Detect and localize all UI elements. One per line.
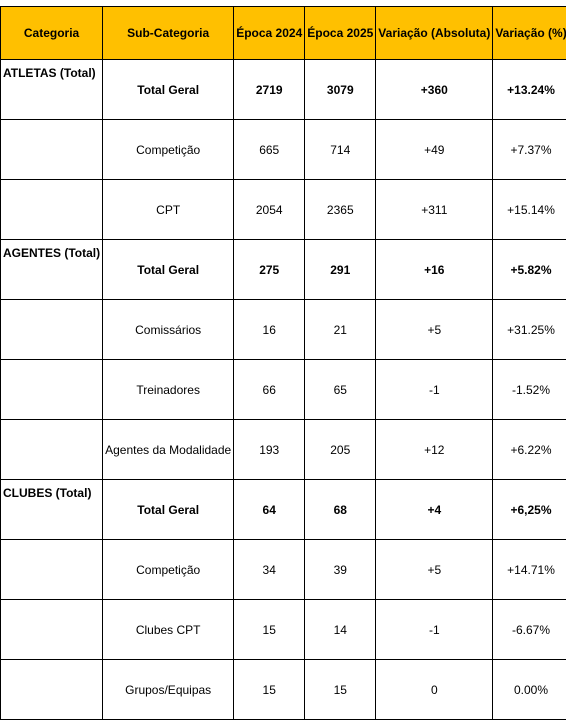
cell-epoca-2024: 193 (234, 420, 305, 480)
cell-categoria (1, 660, 103, 720)
cell-sub-categoria: Comissários (103, 300, 234, 360)
header-variacao-pct: Variação (%) (493, 7, 566, 60)
cell-epoca-2024: 16 (234, 300, 305, 360)
cell-categoria: ATLETAS (Total) (1, 60, 103, 120)
header-epoca-2025: Época 2025 (305, 7, 376, 60)
cell-epoca-2024: 2054 (234, 180, 305, 240)
cell-sub-categoria: Agentes da Modalidade (103, 420, 234, 480)
cell-variacao-absoluta: +16 (376, 240, 493, 300)
cell-sub-categoria: Clubes CPT (103, 600, 234, 660)
cell-epoca-2025: 21 (305, 300, 376, 360)
cell-variacao-absoluta: +4 (376, 480, 493, 540)
cell-variacao-absoluta: +12 (376, 420, 493, 480)
cell-epoca-2024: 34 (234, 540, 305, 600)
cell-epoca-2025: 68 (305, 480, 376, 540)
cell-epoca-2025: 14 (305, 600, 376, 660)
cell-categoria (1, 180, 103, 240)
cell-sub-categoria: Treinadores (103, 360, 234, 420)
cell-variacao-pct: -1.52% (493, 360, 566, 420)
cell-categoria (1, 300, 103, 360)
cell-epoca-2024: 275 (234, 240, 305, 300)
cell-variacao-pct: +13.24% (493, 60, 566, 120)
header-sub-categoria: Sub-Categoria (103, 7, 234, 60)
cell-epoca-2025: 3079 (305, 60, 376, 120)
cell-variacao-pct: +31.25% (493, 300, 566, 360)
cell-epoca-2025: 65 (305, 360, 376, 420)
cell-variacao-pct: +6.22% (493, 420, 566, 480)
cell-categoria (1, 420, 103, 480)
cell-variacao-pct: +15.14% (493, 180, 566, 240)
cell-epoca-2024: 15 (234, 600, 305, 660)
cell-epoca-2025: 291 (305, 240, 376, 300)
cell-variacao-absoluta: 0 (376, 660, 493, 720)
cell-variacao-absoluta: +311 (376, 180, 493, 240)
cell-epoca-2024: 2719 (234, 60, 305, 120)
cell-epoca-2024: 665 (234, 120, 305, 180)
cell-variacao-pct: +7.37% (493, 120, 566, 180)
cell-sub-categoria: Grupos/Equipas (103, 660, 234, 720)
cell-sub-categoria: Competição (103, 540, 234, 600)
cell-variacao-pct: +14.71% (493, 540, 566, 600)
header-epoca-2024: Época 2024 (234, 7, 305, 60)
data-table: Categoria Sub-Categoria Época 2024 Época… (0, 6, 566, 720)
cell-variacao-pct: 0.00% (493, 660, 566, 720)
cell-sub-categoria: Total Geral (103, 480, 234, 540)
cell-variacao-absoluta: -1 (376, 360, 493, 420)
cell-epoca-2024: 66 (234, 360, 305, 420)
cell-categoria: AGENTES (Total) (1, 240, 103, 300)
cell-epoca-2024: 15 (234, 660, 305, 720)
cell-variacao-absoluta: +5 (376, 300, 493, 360)
cell-variacao-pct: +6,25% (493, 480, 566, 540)
cell-variacao-absoluta: +5 (376, 540, 493, 600)
cell-categoria (1, 600, 103, 660)
cell-epoca-2024: 64 (234, 480, 305, 540)
cell-variacao-absoluta: +360 (376, 60, 493, 120)
cell-epoca-2025: 39 (305, 540, 376, 600)
cell-variacao-pct: +5.82% (493, 240, 566, 300)
cell-sub-categoria: CPT (103, 180, 234, 240)
cell-categoria (1, 540, 103, 600)
table-header-row: Categoria Sub-Categoria Época 2024 Época… (1, 7, 566, 60)
cell-categoria (1, 120, 103, 180)
cell-sub-categoria: Total Geral (103, 240, 234, 300)
cell-variacao-absoluta: +49 (376, 120, 493, 180)
cell-epoca-2025: 2365 (305, 180, 376, 240)
cell-sub-categoria: Total Geral (103, 60, 234, 120)
cell-sub-categoria: Competição (103, 120, 234, 180)
cell-epoca-2025: 714 (305, 120, 376, 180)
cell-epoca-2025: 15 (305, 660, 376, 720)
cell-variacao-absoluta: -1 (376, 600, 493, 660)
cell-epoca-2025: 205 (305, 420, 376, 480)
cell-variacao-pct: -6.67% (493, 600, 566, 660)
header-categoria: Categoria (1, 7, 103, 60)
cell-categoria (1, 360, 103, 420)
cell-categoria: CLUBES (Total) (1, 480, 103, 540)
table-container: Categoria Sub-Categoria Época 2024 Época… (0, 6, 566, 720)
header-variacao-absoluta: Variação (Absoluta) (376, 7, 493, 60)
